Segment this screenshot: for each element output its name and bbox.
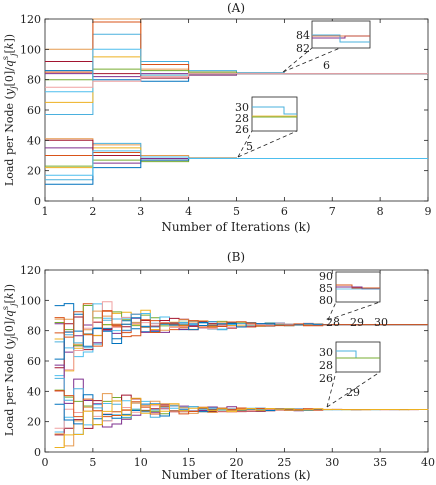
chart-a-x-tick-label: 6 [281,205,288,218]
chart-b-x-label: Number of Iterations (k) [161,468,310,482]
chart-a: (A) 1 2 3 4 5 6 7 8 9 0 20 40 60 80 100 120 Number of … [1,1,432,234]
chart-a-x-tick-label: 9 [425,205,432,218]
chart-a-x-tick-label: 8 [377,205,384,218]
chart-b-y-tick-label: 0 [34,446,41,459]
chart-b-y-tick-label: 40 [27,385,41,398]
chart-a-series-line [45,158,428,167]
chart-b-y-label: Load per Node (yj[0]/qsj[k]) [1,284,18,436]
chart-b-y-tick-label: 60 [27,355,41,368]
chart-a-y-tick-label: 0 [34,195,41,208]
inset-tick: 80 [319,294,333,307]
chart-b-y-tick-label: 20 [27,416,41,429]
inset-tick: 82 [296,42,310,55]
chart-a-x-ticks: 1 2 3 4 5 6 7 8 9 [42,19,432,218]
inset-tick: 30 [374,316,388,329]
inset-tick: 26 [235,123,249,136]
chart-b-y-ticks: 0 20 40 60 80 100 120 [20,264,428,459]
inset-label: 6 [323,59,330,72]
chart-a-series-line [45,142,428,181]
chart-a-series-line [45,150,428,176]
chart-a-inset-lower: 30 28 26 5 [235,96,298,158]
chart-b-x-ticks: 0 5 10 15 20 25 30 35 40 [42,270,435,469]
inset-label: 5 [246,140,253,153]
chart-a-y-tick-label: 120 [20,13,41,26]
chart-a-y-tick-label: 40 [27,134,41,147]
chart-a-y-label: Load per Node (yj[0]/qsj[k]) [1,34,18,186]
chart-a-series-line [45,73,428,88]
chart-a-x-tick-label: 1 [42,205,49,218]
inset-tick: 29 [350,316,364,329]
inset-tick: 28 [319,359,333,372]
inset-label: 29 [346,386,360,399]
chart-a-x-tick-label: 7 [329,205,336,218]
inset-tick: 26 [319,372,333,385]
chart-a-x-tick-label: 3 [137,205,144,218]
chart-b-y-tick-label: 120 [20,264,41,277]
chart-a-y-tick-label: 20 [27,165,41,178]
chart-b-y-tick-label: 100 [20,294,41,307]
chart-b-x-tick-label: 15 [182,456,196,469]
chart-b-series [54,301,429,448]
chart-b: (B) 0 5 10 15 20 25 30 35 40 0 20 40 60 80 100 120 Num… [1,250,435,482]
chart-a-x-label: Number of Iterations (k) [161,220,310,234]
chart-b-x-tick-label: 40 [421,456,435,469]
chart-b-series-line [54,310,428,347]
chart-b-x-tick-label: 10 [134,456,148,469]
chart-a-series-line [45,18,428,75]
inset-tick: 90 [319,270,333,283]
chart-b-inset-lower: 30 28 26 29 [319,341,381,408]
chart-b-series-line [54,389,428,425]
chart-a-x-tick-label: 5 [233,205,240,218]
chart-b-x-tick-label: 25 [277,456,291,469]
chart-a-series-line [45,21,428,75]
chart-a-y-ticks: 0 20 40 60 80 100 120 [20,13,428,208]
chart-b-inset-upper: 90 85 80 28 29 30 [319,270,388,329]
inset-tick: 28 [326,316,340,329]
chart-b-series-line [54,400,428,435]
chart-b-series-line [54,397,428,448]
chart-a-series [45,18,428,185]
chart-a-inset-upper: 84 82 6 [282,20,371,73]
chart-a-series-line [45,158,428,185]
chart-b-x-tick-label: 20 [230,456,244,469]
chart-b-x-tick-label: 5 [89,456,96,469]
inset-tick: 30 [235,101,249,114]
chart-b-title: (B) [227,250,245,264]
chart-a-title: (A) [227,1,245,15]
chart-b-series-line [54,310,428,345]
chart-a-y-tick-label: 60 [27,104,41,117]
inset-tick: 84 [296,29,310,42]
chart-b-y-tick-label: 80 [27,325,41,338]
chart-b-x-tick-label: 35 [373,456,387,469]
chart-b-x-tick-label: 30 [325,456,339,469]
inset-tick: 28 [235,112,249,125]
chart-a-y-tick-label: 80 [27,74,41,87]
chart-a-x-tick-label: 2 [89,205,96,218]
inset-tick: 30 [319,346,333,359]
chart-a-series-line [45,61,428,79]
chart-a-x-tick-label: 4 [185,205,192,218]
chart-a-y-tick-label: 100 [20,43,41,56]
chart-b-x-tick-label: 0 [42,456,49,469]
inset-tick: 85 [319,282,333,295]
inset-frame [335,341,381,373]
chart-b-series-line [54,364,428,428]
